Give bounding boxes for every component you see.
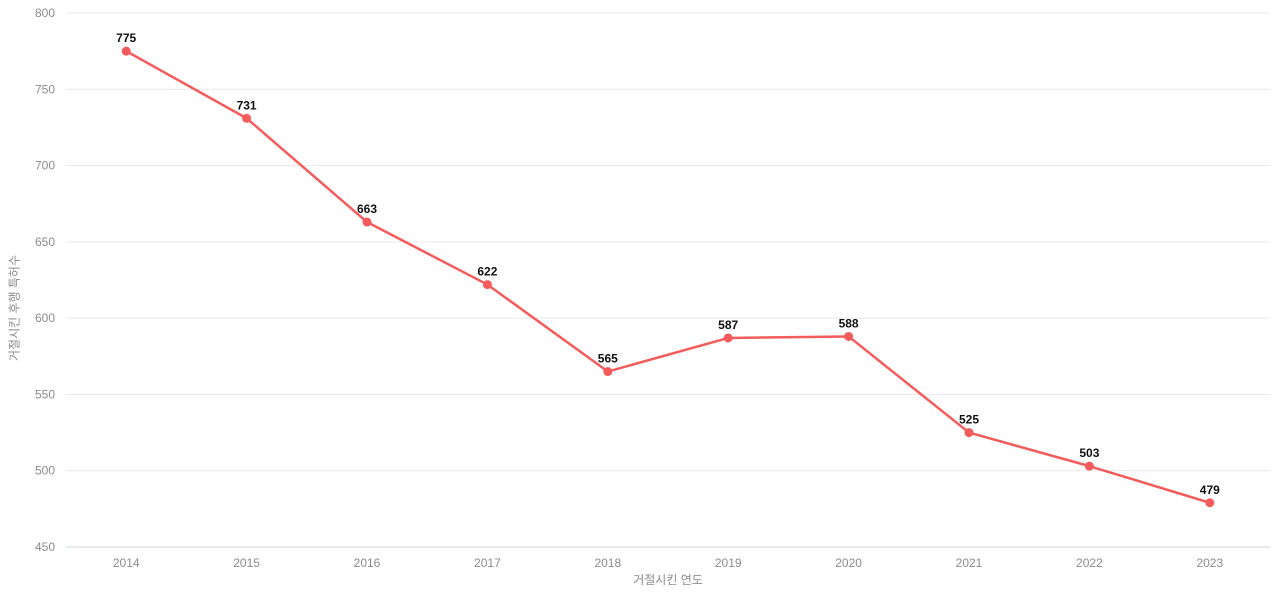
data-point-label: 663 [357, 202, 377, 216]
x-tick-label: 2017 [474, 556, 501, 570]
data-point-label: 565 [598, 352, 618, 366]
x-tick-label: 2015 [233, 556, 260, 570]
y-tick-label: 750 [35, 82, 55, 96]
data-point[interactable] [121, 46, 131, 56]
data-point[interactable] [1084, 461, 1094, 471]
data-point-label: 587 [718, 318, 738, 332]
data-point[interactable] [482, 280, 492, 290]
data-point[interactable] [844, 331, 854, 341]
x-tick-label: 2019 [715, 556, 742, 570]
x-tick-label: 2022 [1076, 556, 1103, 570]
data-point-label: 775 [116, 31, 136, 45]
data-point-label: 503 [1079, 446, 1099, 460]
y-tick-label: 700 [35, 159, 55, 173]
y-tick-label: 500 [35, 464, 55, 478]
x-tick-label: 2021 [956, 556, 983, 570]
data-point-label: 479 [1200, 483, 1220, 497]
data-point[interactable] [242, 113, 252, 123]
data-point[interactable] [723, 333, 733, 343]
y-tick-label: 800 [35, 6, 55, 20]
x-tick-label: 2023 [1196, 556, 1223, 570]
data-point[interactable] [964, 428, 974, 438]
y-tick-label: 600 [35, 311, 55, 325]
x-axis-title: 거절시킨 연도 [633, 573, 703, 587]
x-tick-label: 2020 [835, 556, 862, 570]
series-line [124, 49, 1212, 505]
y-tick-label: 550 [35, 387, 55, 401]
y-axis-title: 거절시킨 후행 특허수 [7, 254, 22, 362]
y-tick-label: 650 [35, 235, 55, 249]
data-point-label: 588 [839, 316, 859, 330]
data-point-label: 525 [959, 413, 979, 427]
x-tick-label: 2018 [594, 556, 621, 570]
data-point-label: 731 [237, 98, 257, 112]
data-point[interactable] [362, 217, 372, 227]
data-point[interactable] [1205, 498, 1215, 508]
data-point-label: 622 [477, 265, 497, 279]
y-tick-label: 450 [35, 540, 55, 554]
x-tick-label: 2016 [354, 556, 381, 570]
data-point[interactable] [603, 367, 613, 377]
x-tick-label: 2014 [113, 556, 140, 570]
